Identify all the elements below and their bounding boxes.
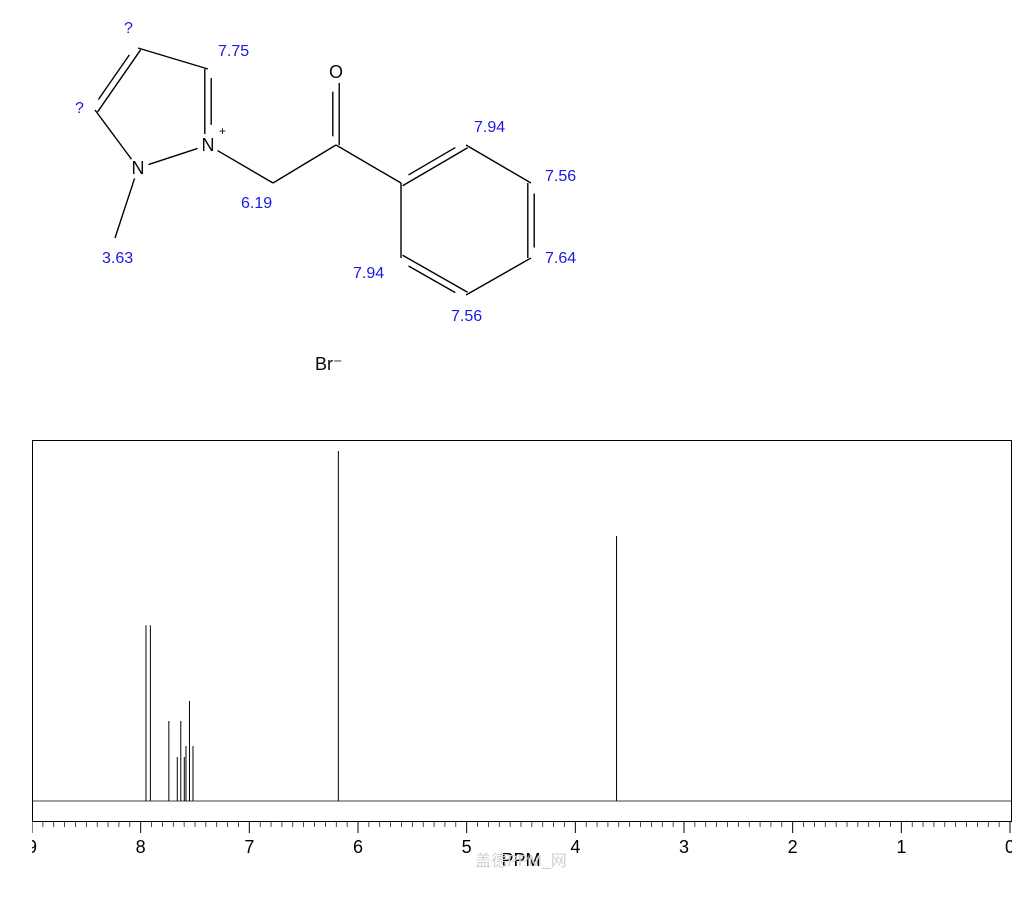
spectrum-plot <box>33 441 1011 821</box>
svg-text:0: 0 <box>1005 837 1012 857</box>
svg-text:3: 3 <box>679 837 689 857</box>
svg-text:7.64: 7.64 <box>545 250 576 267</box>
svg-text:7: 7 <box>244 837 254 857</box>
svg-text:7.94: 7.94 <box>474 119 505 136</box>
svg-text:6: 6 <box>353 837 363 857</box>
svg-text:7.56: 7.56 <box>451 308 482 325</box>
svg-text:4: 4 <box>570 837 580 857</box>
nmr-spectrum: 9876543210PPM盖德PPM_网 <box>32 440 1012 870</box>
svg-text:?: ? <box>75 100 84 117</box>
svg-text:9: 9 <box>32 837 37 857</box>
svg-text:8: 8 <box>136 837 146 857</box>
svg-text:7.56: 7.56 <box>545 168 576 185</box>
spectrum-axis: 9876543210PPM盖德PPM_网 <box>32 821 1012 871</box>
molecule-structure: ? 7.75? N N +3.63 6.19 O 7.94 7.56 7.64 7.56 7.94 Br… <box>60 10 660 430</box>
svg-text:N: N <box>202 135 215 155</box>
svg-text:2: 2 <box>788 837 798 857</box>
svg-text:+: + <box>219 124 226 138</box>
page: ? 7.75? N N +3.63 6.19 O 7.94 7.56 7.64 7.56 7.94 Br… <box>0 0 1024 900</box>
svg-text:7.75: 7.75 <box>218 43 249 60</box>
svg-text:O: O <box>329 62 343 82</box>
svg-text:3.63: 3.63 <box>102 250 133 267</box>
svg-text:7.94: 7.94 <box>353 265 384 282</box>
svg-text:N: N <box>132 158 145 178</box>
spectrum-frame <box>32 440 1012 822</box>
svg-text:1: 1 <box>896 837 906 857</box>
svg-text:6.19: 6.19 <box>241 195 272 212</box>
svg-text:Br⁻: Br⁻ <box>315 354 343 374</box>
svg-text:盖德PPM_网: 盖德PPM_网 <box>475 852 567 870</box>
svg-text:?: ? <box>124 20 133 37</box>
svg-text:5: 5 <box>462 837 472 857</box>
